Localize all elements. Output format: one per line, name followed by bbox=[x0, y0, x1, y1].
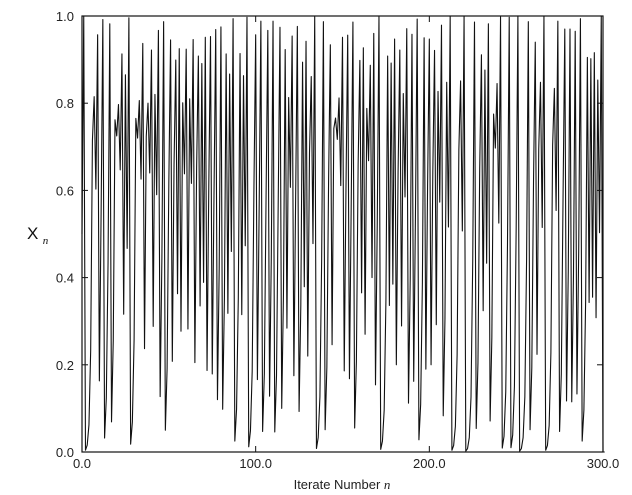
y-tick-label: 0.8 bbox=[56, 96, 74, 111]
y-tick-label: 0.6 bbox=[56, 183, 74, 198]
x-tick-label: 100.0 bbox=[239, 456, 272, 471]
axis-tick-labels: 0.0 0.2 0.4 0.6 0.8 1.0 0.0 100.0 200.0 300.0 bbox=[56, 9, 619, 471]
y-axis-label: X n bbox=[27, 224, 49, 247]
x-axis-label: Iterate Number n bbox=[294, 477, 391, 492]
x-tick-label: 200.0 bbox=[413, 456, 446, 471]
y-tick-label: 0.0 bbox=[56, 445, 74, 460]
y-tick-label: 0.2 bbox=[56, 358, 74, 373]
y-tick-label: 1.0 bbox=[56, 9, 74, 24]
y-tick-label: 0.4 bbox=[56, 271, 74, 286]
series-line bbox=[81, 15, 605, 453]
x-tick-label: 300.0 bbox=[587, 456, 620, 471]
x-tick-label: 0.0 bbox=[73, 456, 91, 471]
